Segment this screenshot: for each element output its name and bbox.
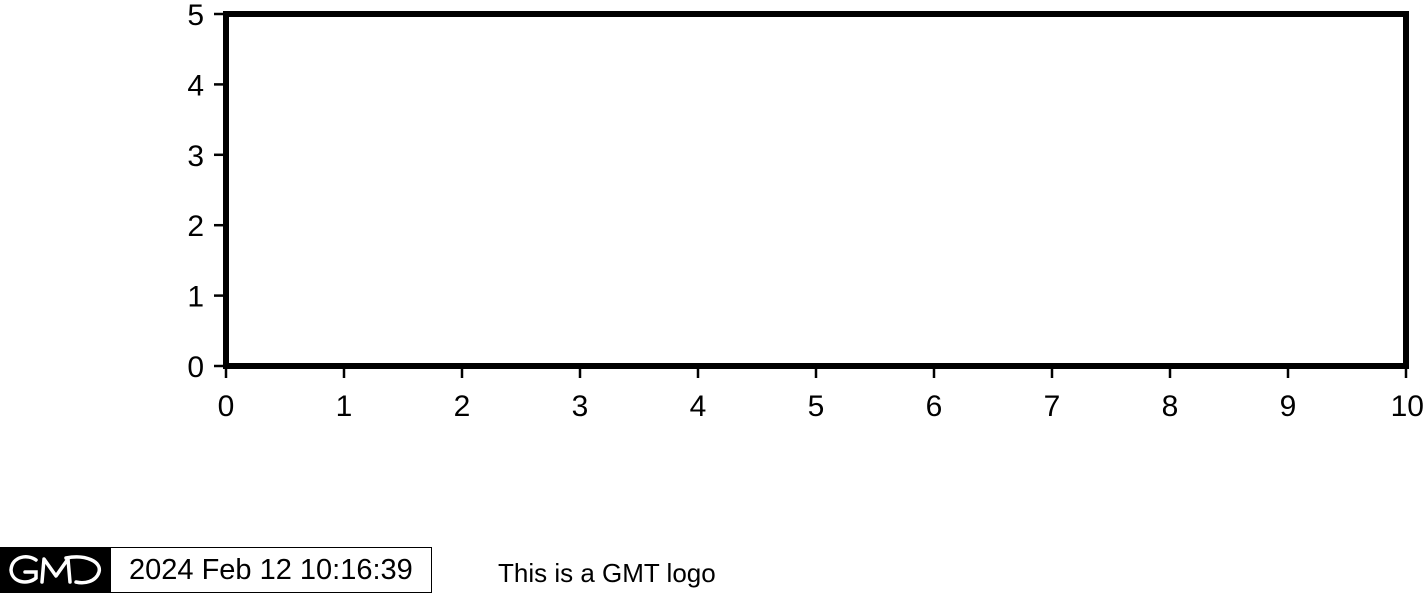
y-tick-label: 4 (187, 69, 204, 102)
y-tick-label: 3 (187, 140, 204, 173)
x-tick-label: 4 (690, 390, 707, 423)
x-tick-label: 7 (1044, 390, 1061, 423)
y-tick-label: 1 (187, 281, 204, 314)
gmt-logo-glyph (8, 555, 101, 585)
y-tick-label: 2 (187, 210, 204, 243)
x-tick-label: 0 (218, 390, 235, 423)
x-tick-label: 2 (454, 390, 471, 423)
gmt-logo-icon (0, 547, 111, 593)
x-tick-label: 5 (808, 390, 825, 423)
x-tick-label: 6 (926, 390, 943, 423)
timestamp: 2024 Feb 12 10:16:39 (111, 547, 432, 593)
x-tick-label: 3 (572, 390, 589, 423)
x-axis: 0 1 2 3 4 5 6 7 8 9 10 (218, 366, 1424, 423)
x-tick-label: 8 (1162, 390, 1179, 423)
x-tick-label: 9 (1280, 390, 1297, 423)
chart-area: 0 1 2 3 4 5 6 7 8 9 10 0 1 2 3 4 5 (187, 0, 1424, 423)
gmt-logo-stamp: 2024 Feb 12 10:16:39 (0, 547, 432, 593)
x-tick-label: 1 (336, 390, 353, 423)
plot-frame (223, 11, 1409, 369)
y-axis: 0 1 2 3 4 5 (187, 0, 226, 384)
y-tick-label: 0 (187, 351, 204, 384)
y-tick-label: 5 (187, 0, 204, 32)
logo-caption: This is a GMT logo (498, 558, 716, 588)
x-tick-label: 10 (1391, 390, 1424, 423)
